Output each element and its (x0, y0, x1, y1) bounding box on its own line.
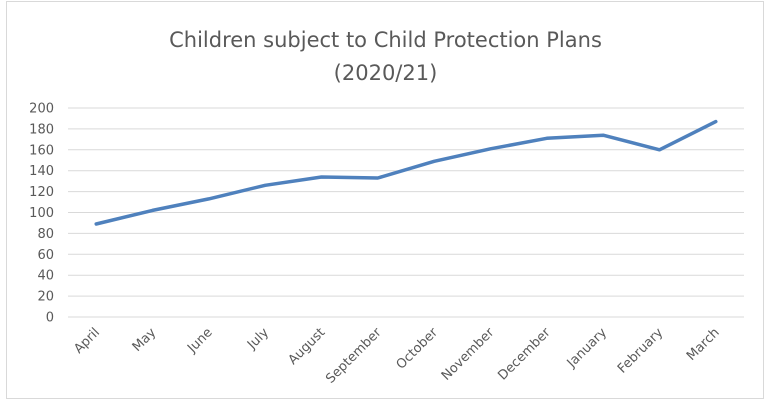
series-line (94, 119, 718, 226)
x-tick-label: July (244, 325, 272, 353)
y-tick-label: 40 (37, 269, 54, 284)
x-tick-label: June (184, 325, 215, 356)
y-tick-label: 20 (37, 290, 54, 305)
x-tick-label: April (71, 325, 103, 357)
chart-title: Children subject to Child Protection Pla… (0, 24, 771, 90)
x-tick-label: May (130, 325, 160, 355)
y-tick-label: 0 (46, 311, 54, 326)
chart-frame (6, 1, 764, 399)
x-tick-label: September (323, 325, 385, 387)
x-tick-label: January (564, 325, 610, 371)
y-tick-label: 180 (29, 122, 54, 137)
y-tick-label: 80 (37, 227, 54, 242)
y-tick-label: 100 (29, 206, 54, 221)
x-tick-label: August (286, 325, 329, 368)
y-tick-label: 140 (29, 164, 54, 179)
x-tick-label: February (615, 325, 667, 377)
y-tick-label: 120 (29, 185, 54, 200)
y-axis-tick-labels: 0 20 40 60 80 100 120 140 160 180 200 (29, 102, 54, 326)
y-tick-label: 60 (37, 248, 54, 263)
y-tick-label: 160 (29, 143, 54, 158)
chart-title-line-1: Children subject to Child Protection Pla… (169, 28, 602, 52)
chart-title-line-2: (2020/21) (333, 61, 438, 85)
series-lines (94, 119, 718, 226)
gridlines (68, 107, 744, 318)
x-tick-label: December (495, 325, 554, 384)
x-tick-label: March (684, 325, 723, 364)
x-tick-label: October (394, 325, 442, 373)
x-tick-label: November (439, 325, 498, 384)
y-tick-label: 200 (29, 102, 54, 117)
